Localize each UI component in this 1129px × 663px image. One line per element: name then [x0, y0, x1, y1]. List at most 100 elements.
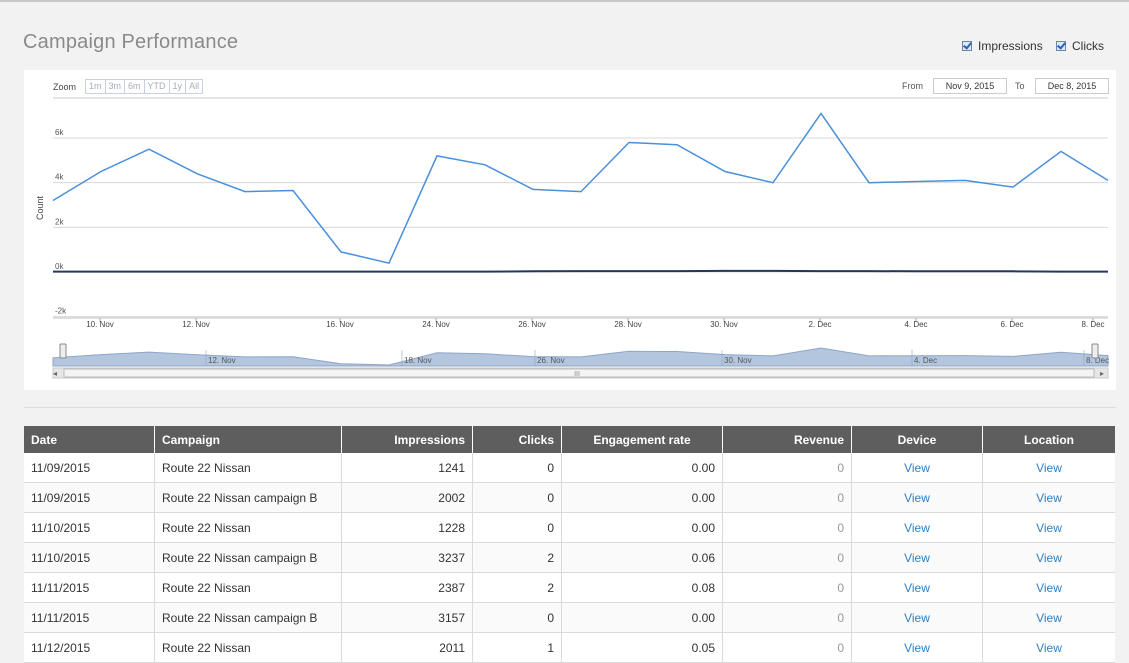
cell-impressions: 3157 [341, 602, 473, 633]
y-axis-ticks: -2k 0k 2k 4k 6k [55, 128, 67, 316]
header-impressions[interactable]: Impressions [341, 426, 473, 453]
navigator-tick-label: 12. Nov [208, 356, 236, 365]
cell-clicks: 2 [472, 572, 562, 603]
cell-revenue: 0 [722, 453, 852, 483]
device-view-link[interactable]: View [904, 520, 930, 535]
to-date-input[interactable]: Dec 8, 2015 [1035, 78, 1109, 94]
zoom-button-all[interactable]: All [185, 79, 204, 94]
cell-revenue: 0 [722, 632, 852, 663]
location-view-link[interactable]: View [1036, 490, 1062, 505]
scrollbar-grip-icon: III [574, 371, 580, 378]
device-view-link[interactable]: View [904, 610, 930, 625]
x-tick-label: 24. Nov [422, 320, 450, 329]
header-clicks[interactable]: Clicks [472, 426, 562, 453]
x-tick-label: 30. Nov [710, 320, 738, 329]
table-row: 11/11/2015 Route 22 Nissan 2387 2 0.08 0… [24, 572, 1115, 603]
clicks-label: Clicks [1072, 39, 1104, 53]
x-tick-label: 4. Dec [904, 320, 927, 329]
navigator[interactable]: 12. Nov 18. Nov 26. Nov 30. Nov 4. Dec 8. Dec… [24, 332, 1116, 392]
cell-clicks: 2 [472, 542, 562, 573]
navigator-tick-label: 30. Nov [724, 356, 752, 365]
table-row: 11/09/2015 Route 22 Nissan 1241 0 0.00 0… [24, 453, 1115, 483]
cell-campaign: Route 22 Nissan [154, 453, 342, 483]
header-revenue[interactable]: Revenue [722, 426, 852, 453]
table-row: 11/11/2015 Route 22 Nissan campaign B 31… [24, 602, 1115, 633]
navigator-ticks: 12. Nov 18. Nov 26. Nov 30. Nov 4. Dec 8. Dec [205, 350, 1109, 366]
header-campaign[interactable]: Campaign [154, 426, 342, 453]
navigator-tick-label: 26. Nov [537, 356, 565, 365]
cell-revenue: 0 [722, 602, 852, 633]
navigator-area [52, 347, 1109, 367]
table-row: 11/10/2015 Route 22 Nissan campaign B 32… [24, 542, 1115, 573]
top-border [0, 0, 1129, 2]
impressions-checkbox[interactable] [962, 41, 972, 51]
y-tick-label: 2k [55, 217, 64, 226]
cell-impressions: 3237 [341, 542, 473, 573]
device-view-link[interactable]: View [904, 490, 930, 505]
cell-impressions: 2387 [341, 572, 473, 603]
x-tick-label: 26. Nov [518, 320, 546, 329]
cell-engagement-rate: 0.00 [561, 512, 723, 543]
x-tick-label: 8. Dec [1081, 320, 1104, 329]
x-tick-label: 2. Dec [808, 320, 831, 329]
cell-clicks: 0 [472, 453, 562, 483]
location-view-link[interactable]: View [1036, 460, 1062, 475]
navigator-tick-label: 8. Dec [1086, 356, 1109, 365]
header-device[interactable]: Device [851, 426, 983, 453]
cell-impressions: 1241 [341, 453, 473, 483]
scroll-right-arrow[interactable]: ▸ [1100, 369, 1104, 378]
location-view-link[interactable]: View [1036, 580, 1062, 595]
zoom-button-1y[interactable]: 1y [168, 79, 187, 94]
cell-revenue: 0 [722, 482, 852, 513]
cell-engagement-rate: 0.00 [561, 482, 723, 513]
from-date-input[interactable]: Nov 9, 2015 [933, 78, 1007, 94]
cell-clicks: 0 [472, 602, 562, 633]
cell-revenue: 0 [722, 542, 852, 573]
header-date[interactable]: Date [24, 426, 155, 453]
cell-revenue: 0 [722, 512, 852, 543]
zoom-buttons: 1m 3m 6m YTD 1y All [85, 79, 204, 94]
cell-campaign: Route 22 Nissan campaign B [154, 482, 342, 513]
zoom-label: Zoom [53, 82, 77, 92]
table-row: 11/12/2015 Route 22 Nissan 2011 1 0.05 0… [24, 632, 1115, 663]
y-tick-label: 4k [55, 173, 64, 182]
y-tick-label: 0k [55, 262, 64, 271]
cell-campaign: Route 22 Nissan [154, 572, 342, 603]
location-view-link[interactable]: View [1036, 640, 1062, 655]
cell-date: 11/12/2015 [24, 632, 155, 663]
divider [24, 407, 1116, 408]
scroll-left-arrow[interactable]: ◂ [53, 369, 57, 378]
cell-clicks: 0 [472, 512, 562, 543]
location-view-link[interactable]: View [1036, 610, 1062, 625]
navigator-left-handle[interactable] [59, 343, 67, 359]
cell-date: 11/10/2015 [24, 512, 155, 543]
legend-impressions[interactable]: Impressions [962, 39, 1043, 53]
device-view-link[interactable]: View [904, 640, 930, 655]
table-row: 11/09/2015 Route 22 Nissan campaign B 20… [24, 482, 1115, 513]
navigator-right-handle[interactable] [1091, 343, 1099, 359]
clicks-checkbox[interactable] [1056, 41, 1066, 51]
cell-engagement-rate: 0.00 [561, 602, 723, 633]
main-line-chart: -2k 0k 2k 4k 6k Count 10. Nov 12. Nov 16. Nov 2… [35, 97, 1109, 329]
zoom-button-6m[interactable]: 6m [124, 79, 145, 94]
zoom-button-3m[interactable]: 3m [104, 79, 126, 94]
device-view-link[interactable]: View [904, 460, 930, 475]
device-view-link[interactable]: View [904, 580, 930, 595]
cell-date: 11/10/2015 [24, 542, 155, 573]
device-view-link[interactable]: View [904, 550, 930, 565]
location-view-link[interactable]: View [1036, 550, 1062, 565]
navigator-scrollbar-thumb[interactable] [63, 368, 1095, 378]
series-lines [52, 112, 1109, 273]
cell-engagement-rate: 0.05 [561, 632, 723, 663]
cell-date: 11/11/2015 [24, 572, 155, 603]
header-location[interactable]: Location [982, 426, 1115, 453]
cell-engagement-rate: 0.06 [561, 542, 723, 573]
legend-clicks[interactable]: Clicks [1056, 39, 1104, 53]
location-view-link[interactable]: View [1036, 520, 1062, 535]
y-tick-label: 6k [55, 128, 64, 137]
navigator-tick-label: 4. Dec [914, 356, 937, 365]
header-engagement-rate[interactable]: Engagement rate [561, 426, 723, 453]
campaign-table: Date Campaign Impressions Clicks Engagem… [24, 426, 1115, 663]
x-tick-label: 12. Nov [182, 320, 210, 329]
chart-panel: Zoom 1m 3m 6m YTD 1y All From Nov 9, 201… [24, 70, 1116, 390]
